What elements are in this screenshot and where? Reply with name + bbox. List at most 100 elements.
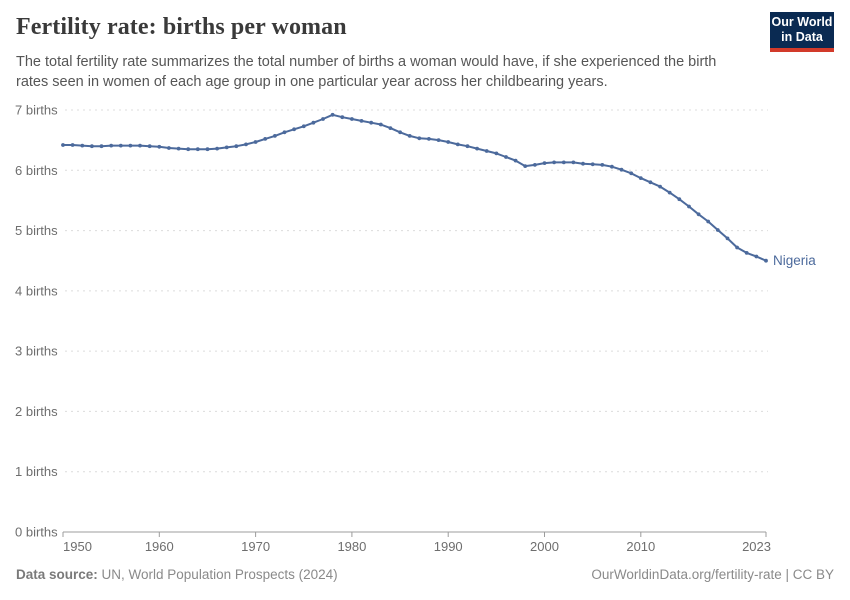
data-source-label: Data source:	[16, 567, 98, 582]
data-point[interactable]	[186, 147, 191, 152]
data-point[interactable]	[340, 115, 345, 120]
data-point[interactable]	[70, 143, 75, 147]
data-point[interactable]	[619, 167, 624, 172]
data-point[interactable]	[533, 163, 537, 167]
data-point[interactable]	[494, 151, 499, 156]
data-point[interactable]	[369, 120, 374, 125]
y-tick-label: 1 births	[15, 464, 58, 479]
data-point[interactable]	[552, 160, 556, 165]
data-point[interactable]	[109, 143, 114, 148]
data-source-value: UN, World Population Prospects (2024)	[97, 567, 338, 582]
chart-subtitle: The total fertility rate summarizes the …	[16, 52, 756, 92]
y-tick-label: 3 births	[15, 344, 58, 359]
data-point[interactable]	[195, 147, 200, 152]
chart-subtitle-line1: The total fertility rate summarizes the …	[16, 54, 717, 70]
data-point[interactable]	[224, 145, 229, 150]
data-point[interactable]	[744, 251, 749, 255]
data-point[interactable]	[561, 160, 566, 165]
credit-link[interactable]: OurWorldinData.org/fertility-rate | CC B…	[591, 567, 834, 582]
data-point[interactable]	[571, 160, 576, 165]
data-point[interactable]	[128, 143, 133, 148]
data-point[interactable]	[138, 143, 142, 148]
data-point[interactable]	[754, 254, 759, 259]
owid-logo-line1: Our World	[771, 15, 833, 29]
x-tick-label: 1960	[145, 539, 174, 554]
data-point[interactable]	[253, 140, 258, 144]
data-point[interactable]	[118, 143, 123, 148]
data-point[interactable]	[687, 204, 691, 209]
data-point[interactable]	[378, 122, 383, 127]
data-point[interactable]	[176, 146, 181, 151]
chart-footer: Data source: UN, World Population Prospe…	[16, 567, 834, 582]
data-point[interactable]	[465, 144, 470, 149]
data-point[interactable]	[244, 142, 248, 147]
data-point[interactable]	[273, 134, 277, 138]
data-point[interactable]	[667, 190, 672, 195]
data-point[interactable]	[80, 143, 85, 148]
y-tick-label: 0 births	[15, 525, 58, 540]
data-point[interactable]	[455, 142, 460, 147]
data-point[interactable]	[292, 127, 296, 132]
data-point[interactable]	[696, 212, 701, 217]
y-tick-label: 6 births	[15, 163, 58, 178]
data-point[interactable]	[388, 126, 393, 130]
data-point[interactable]	[147, 144, 152, 149]
data-point[interactable]	[677, 197, 682, 202]
data-point[interactable]	[427, 137, 431, 141]
data-point[interactable]	[735, 245, 739, 250]
data-point[interactable]	[648, 180, 653, 185]
owid-logo[interactable]: Our World in Data	[770, 12, 834, 52]
chart-subtitle-line2: rates seen in women of each age group in…	[16, 74, 608, 90]
data-point[interactable]	[446, 140, 451, 144]
data-point[interactable]	[581, 161, 585, 166]
data-point[interactable]	[61, 143, 65, 147]
data-point[interactable]	[350, 117, 354, 121]
data-point[interactable]	[311, 120, 316, 125]
data-point[interactable]	[475, 146, 479, 151]
x-tick-label: 1950	[63, 539, 92, 554]
data-point[interactable]	[436, 138, 441, 143]
data-point[interactable]	[600, 163, 605, 167]
data-point[interactable]	[282, 130, 287, 135]
data-point[interactable]	[629, 171, 634, 176]
x-tick-label: 1980	[337, 539, 366, 554]
data-point[interactable]	[638, 176, 643, 181]
data-point[interactable]	[658, 184, 662, 189]
x-tick-label: 1990	[434, 539, 463, 554]
data-point[interactable]	[301, 124, 306, 129]
data-point[interactable]	[542, 161, 547, 166]
data-point[interactable]	[715, 228, 720, 232]
data-source-note: Data source: UN, World Population Prospe…	[16, 567, 338, 582]
data-point[interactable]	[523, 164, 528, 169]
data-point[interactable]	[610, 164, 614, 169]
data-point[interactable]	[157, 144, 162, 149]
data-point[interactable]	[215, 146, 220, 151]
data-point[interactable]	[764, 258, 768, 263]
x-tick-label: 2000	[530, 539, 559, 554]
data-point[interactable]	[417, 136, 422, 141]
data-point[interactable]	[504, 155, 508, 159]
data-point[interactable]	[407, 134, 412, 138]
data-point[interactable]	[90, 144, 94, 149]
x-tick-label: 1970	[241, 539, 270, 554]
x-tick-label: 2010	[626, 539, 655, 554]
data-point[interactable]	[706, 219, 711, 224]
y-tick-label: 5 births	[15, 223, 58, 238]
data-point[interactable]	[167, 146, 171, 150]
data-point[interactable]	[263, 137, 268, 141]
data-point[interactable]	[484, 149, 489, 153]
data-point[interactable]	[330, 112, 335, 117]
data-point[interactable]	[359, 119, 364, 123]
fertility-line-chart[interactable]: 0 births 1 births 2 births 3 births 4 births…	[0, 0, 850, 560]
data-point[interactable]	[234, 144, 239, 149]
data-point[interactable]	[590, 162, 595, 167]
data-point[interactable]	[205, 147, 210, 152]
data-point[interactable]	[99, 144, 104, 149]
x-tick-label: 2023	[742, 539, 771, 554]
data-point[interactable]	[725, 236, 730, 241]
data-point[interactable]	[513, 158, 518, 163]
data-point[interactable]	[321, 117, 325, 121]
data-point[interactable]	[398, 130, 402, 135]
page-title: Fertility rate: births per woman	[16, 14, 347, 40]
